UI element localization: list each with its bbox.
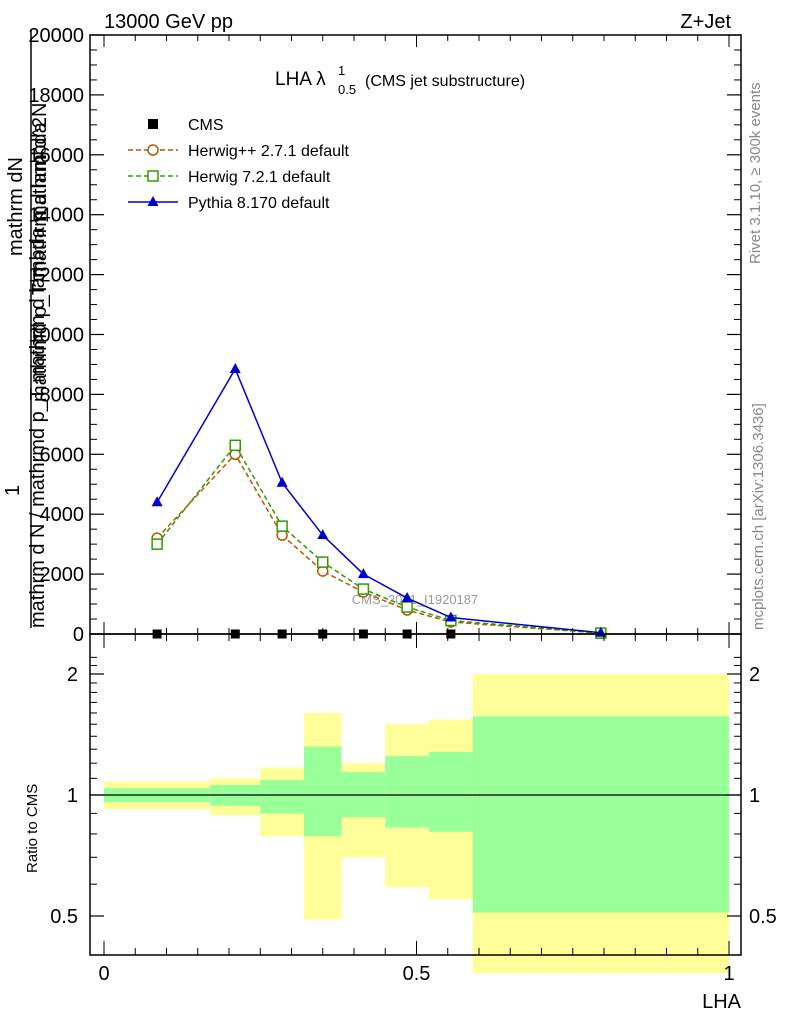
legend: CMS Herwig++ 2.7.1 default Herwig 7.2.1 de…	[128, 117, 350, 212]
legend-marker-herwig7	[147, 170, 159, 182]
legend-label-herwig7: Herwig 7.2.1 default	[188, 169, 331, 186]
y-tick-label: 14000	[28, 205, 84, 227]
pythia-point	[276, 476, 288, 487]
y-label-den-2: mathrm d N / mathrmd p_T mathrm d lambda	[27, 226, 49, 628]
ratio-y-tick-label: 0.5	[50, 906, 78, 928]
pythia-point	[229, 362, 241, 373]
y-tick-label: 10000	[28, 325, 84, 347]
band-inner	[385, 756, 429, 828]
y-tick-label: 2000	[40, 564, 85, 586]
ratio-y-tick-label-right: 0.5	[749, 906, 777, 928]
ratio-y-label: Ratio to CMS	[24, 784, 41, 873]
x-tick-label: 0.5	[403, 963, 431, 985]
main-panel: 0 2000 4000 6000 8000 10000 12000 14000 16000 180…	[2, 25, 742, 646]
title-subscript: 0.5	[338, 82, 356, 97]
x-axis-label: LHA	[702, 991, 742, 1013]
herwig7-point	[401, 601, 413, 613]
y-tick-label: 18000	[28, 85, 84, 107]
y-label-num-overlay-2: mathrmd p_T mathrm d lambda	[29, 121, 51, 402]
process-label: Z+Jet	[680, 11, 731, 33]
legend-marker-pythia	[147, 196, 159, 206]
herwig7-point	[151, 538, 163, 550]
y-tick-label: 4000	[40, 504, 85, 526]
ratio-frame	[89, 633, 742, 956]
y-label-den-1: mathrm dN	[5, 157, 27, 256]
ratio-axes: 0.5 0.5 1 1 2 2 0 0.5 1	[50, 634, 777, 985]
band-inner	[429, 751, 473, 832]
y-tick-label: 12000	[28, 265, 84, 287]
energy-label: 13000 GeV pp	[104, 11, 233, 33]
x-tick-label: 0	[98, 963, 109, 985]
pythia-point	[357, 568, 369, 579]
band-inner	[304, 746, 342, 837]
legend-marker-cms	[148, 119, 158, 129]
ratio-panel: 0.5 0.5 1 1 2 2 0 0.5 1 Ratio to CMS LHA	[24, 633, 777, 1013]
band-inner	[260, 779, 304, 814]
y-label-num-overlay: mathrm d^2N	[29, 103, 51, 222]
herwig7-point	[357, 583, 370, 595]
rivet-label: Rivet 3.1.10, ≥ 300k events	[747, 82, 764, 264]
pythia-point	[445, 611, 457, 622]
legend-label-cms: CMS	[188, 117, 224, 134]
y-tick-label: 0	[73, 624, 84, 646]
pythia-point	[151, 496, 163, 507]
herwig7-point	[276, 520, 288, 532]
legend-label-pythia: Pythia 8.170 default	[188, 195, 330, 212]
herwig7-point	[317, 556, 329, 568]
chart-watermark: CMS_2021_I1920187	[352, 592, 479, 607]
main-y-axis: 0 2000 4000 6000 8000 10000 12000 14000 16000 180…	[28, 25, 741, 646]
y-tick-label: 6000	[40, 444, 85, 466]
title-suffix: (CMS jet substructure)	[365, 73, 525, 90]
ratio-y-tick-label-right: 2	[749, 664, 760, 686]
series-line-herwig7	[156, 443, 601, 634]
chart-title: LHA λ	[275, 69, 326, 90]
legend-label-herwigpp: Herwig++ 2.7.1 default	[188, 143, 350, 160]
series-line-pythia	[156, 367, 601, 634]
y-label-num: 1	[2, 485, 24, 496]
ratio-y-tick-label: 2	[67, 664, 78, 686]
x-tick-label: 1	[723, 963, 734, 985]
herwig7-point	[229, 439, 241, 452]
y-tick-label: 16000	[28, 145, 84, 167]
pythia-point	[401, 592, 413, 603]
y-tick-label: 8000	[40, 384, 85, 406]
mcplots-label: mcplots.cern.ch [arXiv:1306.3436]	[750, 403, 767, 630]
uncertainty-bands	[104, 674, 729, 974]
ratio-y-tick-label-right: 1	[749, 785, 760, 807]
ratio-y-tick-label: 1	[67, 785, 78, 807]
y-tick-label: 20000	[28, 25, 84, 47]
series-line-herwigpp	[156, 453, 601, 634]
band-inner	[472, 716, 729, 913]
legend-marker-herwigpp	[147, 144, 159, 156]
pythia-point	[317, 529, 329, 540]
title-superscript: 1	[338, 63, 345, 78]
title-main: LHA λ	[275, 69, 326, 90]
